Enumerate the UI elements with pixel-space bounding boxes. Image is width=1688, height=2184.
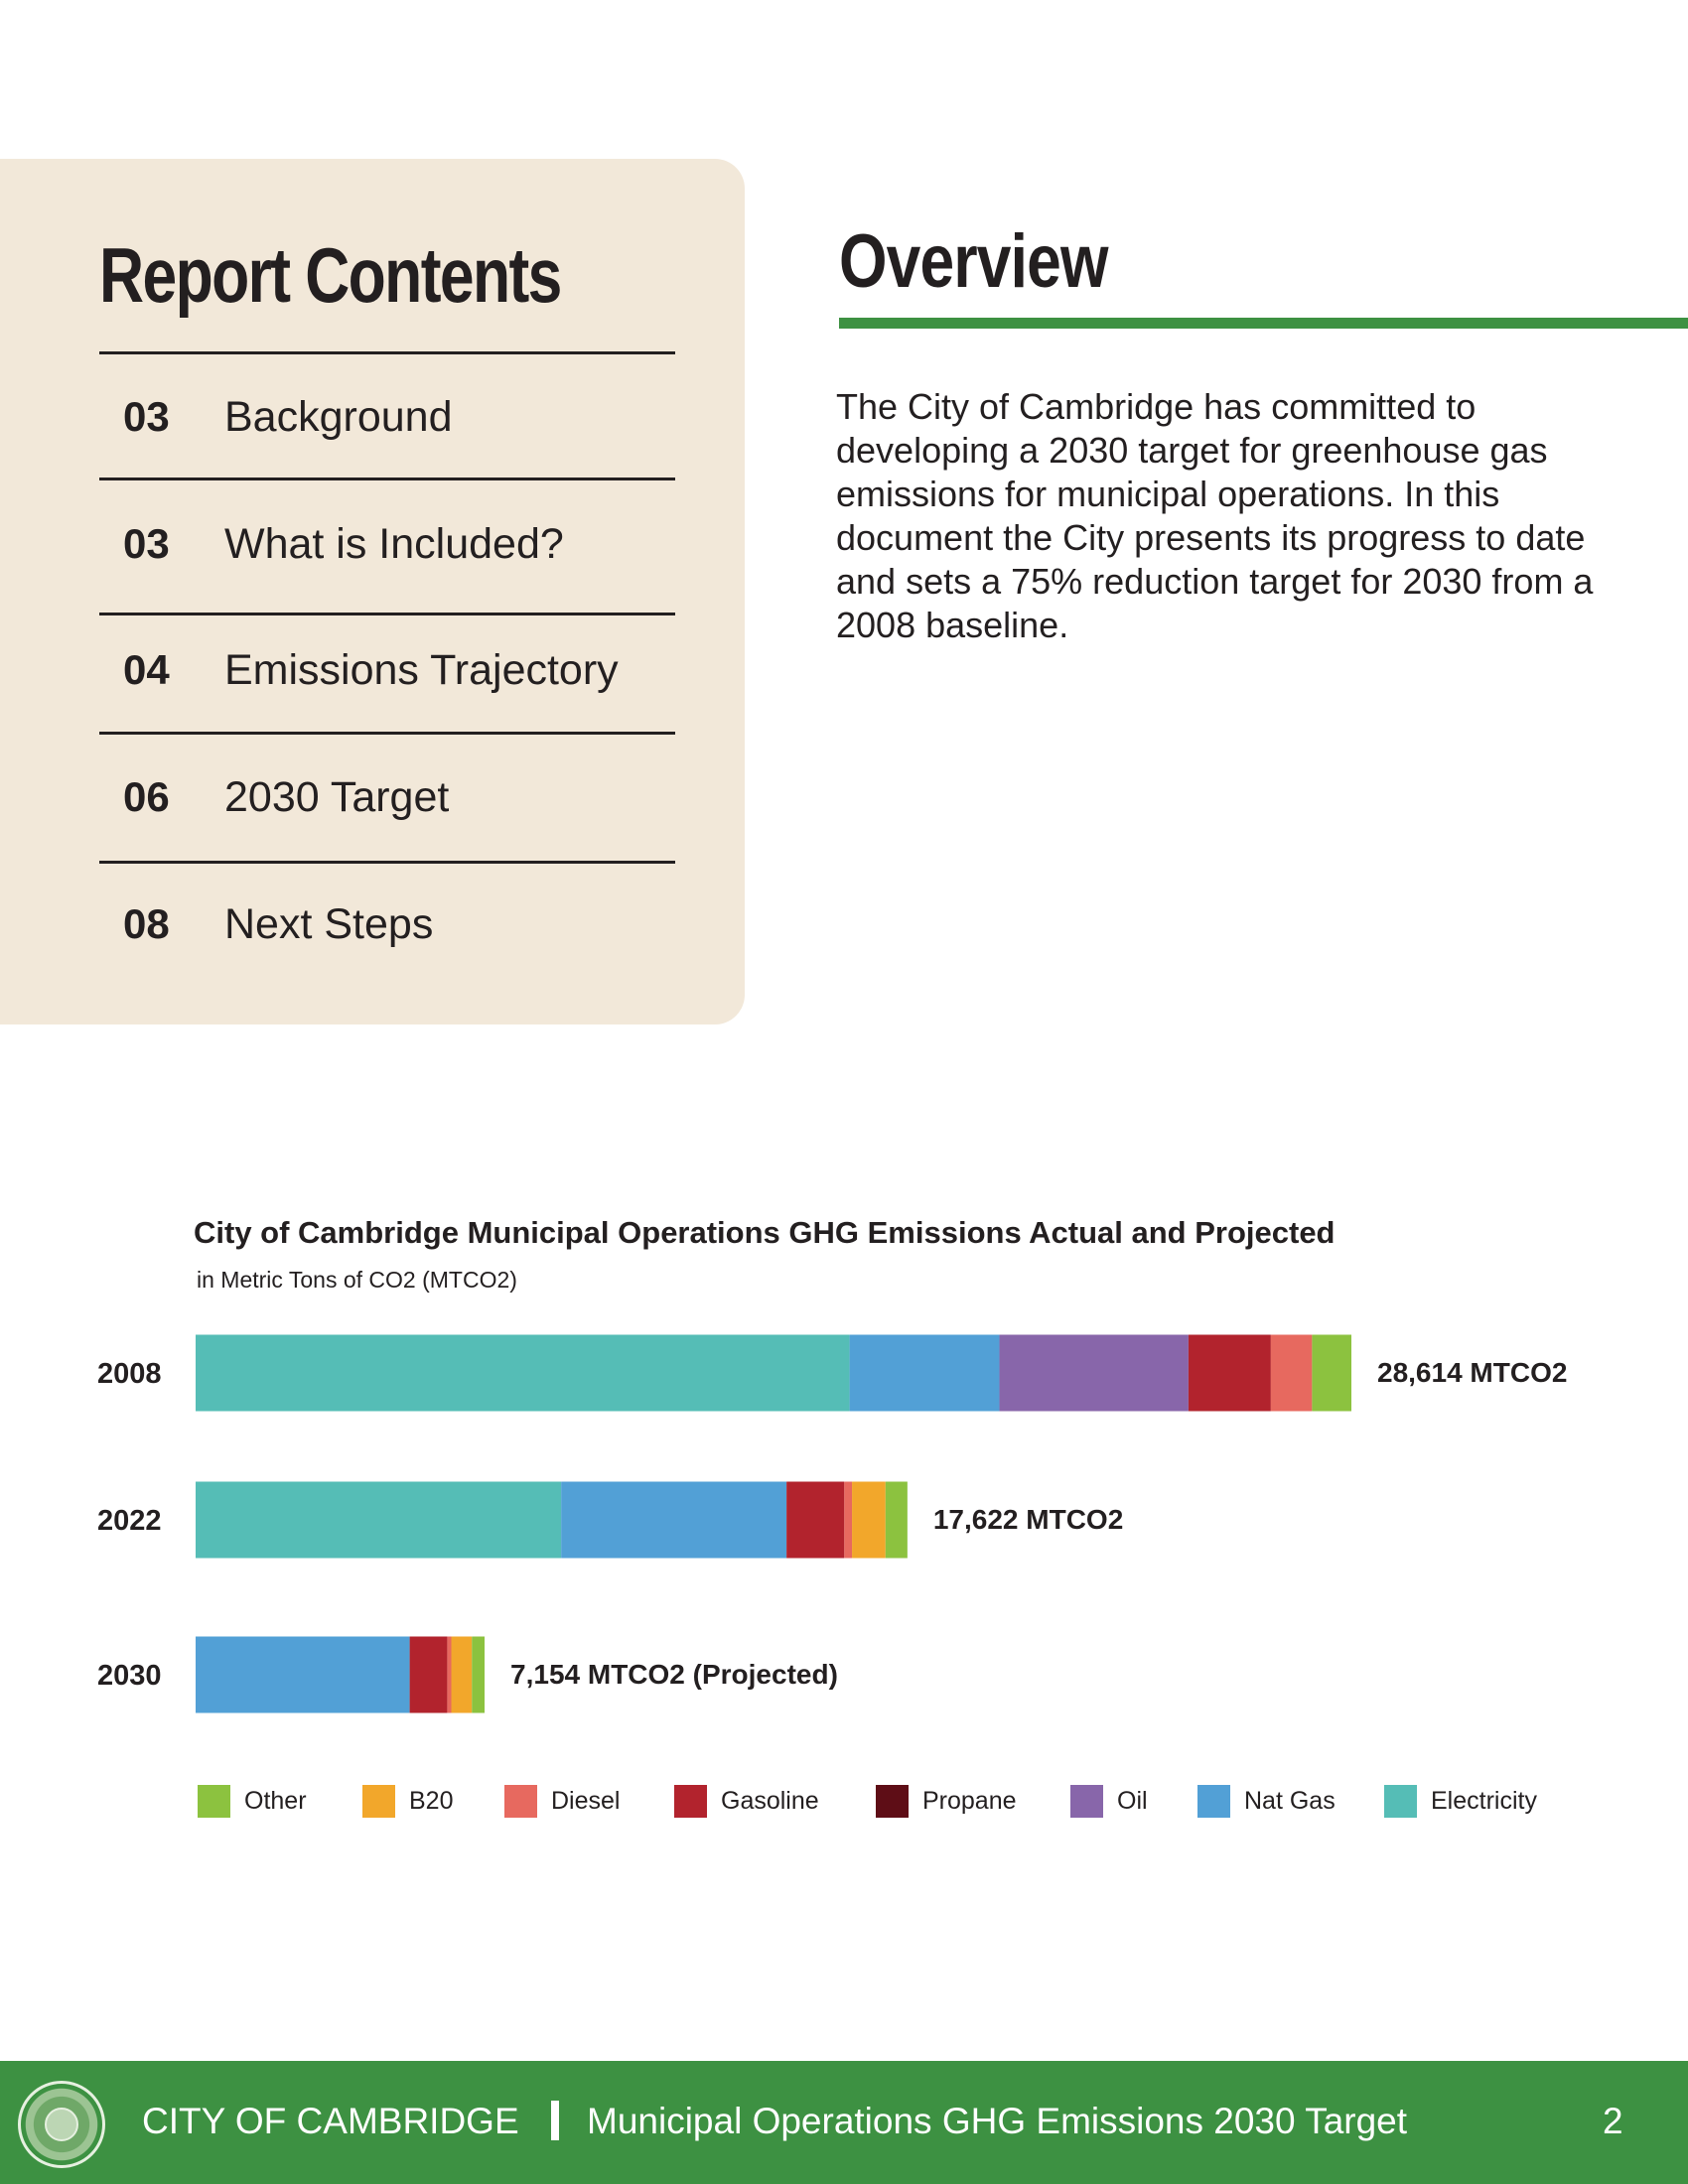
bar-segment-2030-other [472,1636,486,1713]
category-label-2008: 2008 [97,1358,162,1390]
legend-item-oil: Oil [1070,1785,1148,1818]
toc-divider [99,861,675,864]
overview-body-text: The City of Cambridge has committed to d… [836,386,1594,645]
toc-item-emissions-trajectory[interactable]: 04 Emissions Trajectory [99,640,675,700]
legend-swatch [876,1785,909,1818]
toc-page-number: 04 [123,646,170,693]
legend-swatch [1384,1785,1417,1818]
toc-item-background[interactable]: 03 Background [99,387,675,447]
legend-item-electricity: Electricity [1384,1785,1537,1818]
legend-item-b20: B20 [362,1785,453,1818]
legend-label: Nat Gas [1244,1787,1336,1815]
toc-item-2030-target[interactable]: 06 2030 Target [99,767,675,827]
toc-item-next-steps[interactable]: 08 Next Steps [99,894,675,954]
toc-page-number: 06 [123,773,170,820]
bar-segment-2022-b20 [852,1481,886,1559]
toc-page-number: 03 [123,520,170,567]
footer-organization: CITY OF CAMBRIDGE [142,2101,519,2141]
toc-item-label: What is Included? [224,519,564,568]
emissions-stacked-bar-chart: 2008 28,614 MTCO2 2022 17,622 MTCO2 2030 7,15… [97,1334,1567,1713]
chart-subtitle: in Metric Tons of CO2 (MTCO2) [197,1267,517,1293]
legend-swatch [504,1785,537,1818]
toc-item-label: 2030 Target [224,772,450,821]
legend-swatch [1070,1785,1103,1818]
report-contents-panel [0,159,745,1024]
bar-segment-2008-oil [999,1334,1189,1412]
toc-divider [99,351,675,354]
bar-segment-2022-nat-gas [561,1481,787,1559]
bar-segment-2030-nat-gas [196,1636,410,1713]
toc-divider [99,732,675,735]
bar-segment-2030-diesel [447,1636,452,1713]
legend-label: B20 [409,1787,454,1815]
legend-label: Gasoline [721,1787,819,1815]
total-label-2022: 17,622 MTCO2 [933,1504,1123,1535]
toc-divider [99,613,675,615]
legend-label: Other [244,1787,307,1815]
legend-label: Propane [922,1787,1017,1815]
chart-legend: Other B20 Diesel Gasoline Propane Oil Nat Gas E… [0,1785,1688,1825]
total-label-2030: 7,154 MTCO2 (Projected) [510,1659,838,1690]
footer-separator [551,2101,559,2140]
bar-segment-2022-electricity [196,1481,562,1559]
bar-segment-2008-diesel [1270,1334,1313,1412]
legend-label: Diesel [551,1787,621,1815]
toc-divider [99,478,675,480]
report-contents-title: Report Contents [99,231,562,319]
bar-segment-2008-nat-gas [849,1334,1000,1412]
page-number: 2 [1603,2101,1623,2141]
toc-item-what-is-included[interactable]: 03 What is Included? [99,514,675,574]
bar-segment-2008-electricity [196,1334,850,1412]
bar-segment-2008-other [1312,1334,1351,1412]
legend-swatch [362,1785,395,1818]
bar-segment-2022-diesel [844,1481,853,1559]
bar-segment-2008-gasoline [1188,1334,1271,1412]
category-label-2022: 2022 [97,1505,162,1537]
legend-item-propane: Propane [876,1785,1017,1818]
legend-swatch [674,1785,707,1818]
city-seal-logo [18,2081,105,2168]
legend-label: Oil [1117,1787,1148,1815]
toc-item-label: Emissions Trajectory [224,645,619,694]
bar-segment-2022-gasoline [786,1481,845,1559]
toc-page-number: 03 [123,393,170,440]
total-label-2008: 28,614 MTCO2 [1377,1357,1567,1388]
page-footer: CITY OF CAMBRIDGE Municipal Operations G… [0,2061,1688,2184]
legend-item-diesel: Diesel [504,1785,620,1818]
footer-document-title: Municipal Operations GHG Emissions 2030 … [587,2101,1408,2141]
bar-segment-2030-b20 [451,1636,473,1713]
toc-page-number: 08 [123,900,170,947]
legend-swatch [1197,1785,1230,1818]
legend-item-other: Other [198,1785,307,1818]
overview-heading: Overview [839,219,1108,304]
bar-segment-2022-other [885,1481,908,1559]
category-label-2030: 2030 [97,1660,162,1692]
legend-swatch [198,1785,230,1818]
toc-item-label: Background [224,392,453,441]
legend-label: Electricity [1431,1787,1537,1815]
legend-item-nat-gas: Nat Gas [1197,1785,1336,1818]
chart-title: City of Cambridge Municipal Operations G… [194,1215,1336,1250]
overview-underline [839,318,1688,329]
legend-item-gasoline: Gasoline [674,1785,819,1818]
bar-segment-2030-gasoline [409,1636,448,1713]
toc-item-label: Next Steps [224,899,434,948]
